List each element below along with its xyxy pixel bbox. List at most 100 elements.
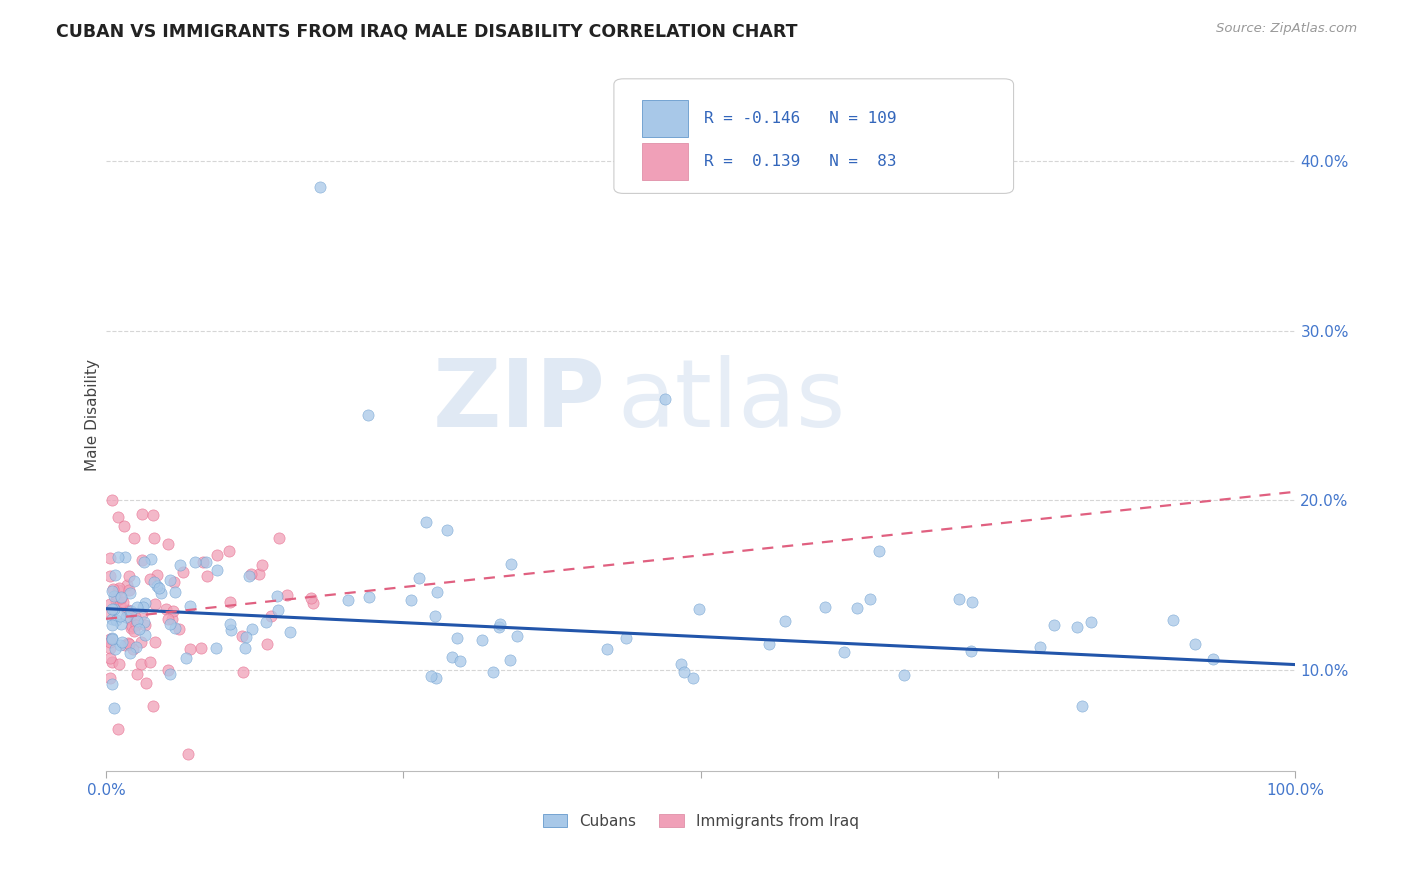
Point <box>120 603 142 617</box>
Point <box>446 632 468 646</box>
Point <box>108 657 131 671</box>
Point <box>124 532 146 546</box>
Point <box>267 603 290 617</box>
Point <box>101 677 124 691</box>
Point <box>238 569 260 583</box>
Point <box>145 635 167 649</box>
Point <box>98 640 121 655</box>
Point <box>426 584 449 599</box>
Point <box>155 602 177 616</box>
Point <box>101 611 124 625</box>
Point <box>207 562 229 576</box>
Point <box>276 588 298 602</box>
Point <box>100 655 122 669</box>
Point <box>121 619 143 633</box>
Point <box>218 617 240 632</box>
Point <box>436 523 458 537</box>
Point <box>449 654 471 668</box>
Point <box>205 548 228 562</box>
Point <box>117 603 139 617</box>
Point <box>177 747 200 762</box>
Point <box>117 636 139 650</box>
Point <box>134 595 156 609</box>
Text: Source: ZipAtlas.com: Source: ZipAtlas.com <box>1216 22 1357 36</box>
Point <box>278 624 301 639</box>
Point <box>1080 615 1102 630</box>
Y-axis label: Male Disability: Male Disability <box>86 359 100 472</box>
FancyBboxPatch shape <box>643 143 688 180</box>
Point <box>157 663 180 677</box>
Point <box>266 589 288 603</box>
Point <box>240 566 263 581</box>
Point <box>101 618 124 632</box>
Point <box>596 642 619 657</box>
Point <box>134 615 156 629</box>
Point <box>101 632 124 646</box>
Point <box>134 628 156 642</box>
Point <box>101 584 124 599</box>
Point <box>256 637 278 651</box>
Point <box>159 667 181 681</box>
Point <box>107 510 129 524</box>
Point <box>859 592 882 607</box>
Point <box>124 609 146 624</box>
Point <box>159 573 181 587</box>
Point <box>146 579 169 593</box>
Point <box>359 590 381 604</box>
Point <box>1184 637 1206 651</box>
FancyBboxPatch shape <box>614 78 1014 194</box>
Point <box>138 572 160 586</box>
Point <box>481 665 503 680</box>
Point <box>868 544 890 558</box>
Point <box>948 592 970 607</box>
Point <box>219 595 242 609</box>
Point <box>337 593 360 607</box>
Point <box>103 701 125 715</box>
Point <box>103 582 125 596</box>
Point <box>167 623 190 637</box>
Point <box>122 624 145 638</box>
Point <box>114 550 136 565</box>
Point <box>118 583 141 598</box>
Point <box>146 567 169 582</box>
Point <box>101 602 124 616</box>
Point <box>142 699 165 714</box>
Point <box>100 632 122 647</box>
Point <box>669 657 692 671</box>
Point <box>233 641 256 656</box>
Point <box>118 569 141 583</box>
Point <box>117 638 139 652</box>
Point <box>240 622 263 636</box>
Point <box>110 617 132 632</box>
Point <box>267 532 290 546</box>
Point <box>499 653 522 667</box>
Point <box>143 575 166 590</box>
Point <box>157 537 180 551</box>
Point <box>1071 698 1094 713</box>
Point <box>98 597 121 611</box>
Point <box>110 638 132 652</box>
FancyBboxPatch shape <box>643 100 688 137</box>
Point <box>194 555 217 569</box>
Point <box>121 641 143 656</box>
Point <box>160 612 183 626</box>
Point <box>425 671 447 685</box>
Point <box>124 574 146 589</box>
Point <box>1202 652 1225 666</box>
Point <box>143 597 166 611</box>
Point <box>814 600 837 615</box>
Point <box>104 613 127 627</box>
Point <box>221 624 243 638</box>
Point <box>98 550 121 565</box>
Point <box>138 655 160 669</box>
Point <box>125 600 148 615</box>
Point <box>105 594 128 608</box>
Point <box>110 608 132 623</box>
Point <box>117 604 139 618</box>
Point <box>132 555 155 569</box>
Point <box>107 549 129 564</box>
Point <box>141 552 163 566</box>
Point <box>260 609 283 624</box>
Point <box>218 543 240 558</box>
Point <box>441 650 464 665</box>
